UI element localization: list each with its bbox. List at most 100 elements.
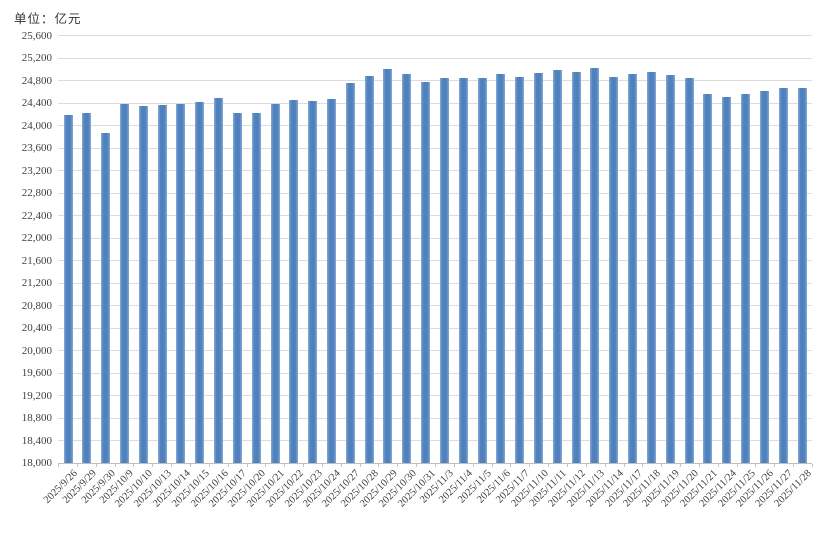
x-axis-tick [152, 464, 154, 467]
x-axis-tick [793, 464, 795, 467]
y-axis-tick-label: 23,600 [21, 142, 52, 154]
y-axis-tick-label: 22,000 [21, 232, 52, 244]
y-axis-tick-label: 18,400 [21, 434, 52, 447]
gridline [58, 395, 812, 396]
x-axis-tick [208, 464, 210, 467]
bar [590, 68, 600, 463]
gridline [58, 147, 812, 149]
bar [421, 81, 431, 463]
x-axis-tick [378, 464, 380, 467]
bar [552, 69, 562, 463]
x-axis-tick [189, 464, 191, 467]
bar [534, 73, 543, 463]
gridline [58, 327, 812, 329]
gridline [58, 35, 812, 36]
gridline [58, 350, 812, 351]
gridline [58, 372, 812, 374]
x-axis-line [58, 463, 812, 464]
bar [195, 101, 205, 463]
x-axis-tick [491, 464, 493, 467]
x-axis-tick [227, 464, 229, 467]
x-axis-tick [736, 464, 738, 467]
gridline [58, 417, 812, 419]
gridline [58, 57, 812, 59]
x-axis-tick [303, 464, 305, 467]
bar [308, 100, 318, 463]
x-axis-tick [416, 464, 418, 467]
bar [82, 113, 92, 463]
bar [477, 77, 487, 463]
bar [684, 78, 694, 463]
x-axis-tick [661, 464, 663, 467]
y-axis-tick-label: 25,600 [21, 29, 52, 42]
bar [646, 71, 656, 463]
y-axis-tick-label: 20,400 [21, 322, 52, 334]
bar [759, 90, 769, 463]
x-axis-tick [76, 464, 78, 467]
bar [609, 77, 619, 463]
y-axis-tick-label: 24,000 [21, 119, 52, 132]
x-axis-tick [58, 464, 59, 467]
gridline [58, 215, 812, 216]
bar [703, 94, 713, 463]
bar [138, 106, 148, 463]
bar [157, 105, 167, 463]
bar [251, 113, 261, 463]
x-axis-tick [604, 464, 606, 467]
bar [232, 112, 242, 463]
y-axis-tick-label: 18,000 [21, 457, 52, 469]
gridline [58, 305, 812, 306]
x-axis-tick [755, 464, 757, 467]
bar [101, 132, 111, 463]
gridline [58, 282, 812, 284]
bar [571, 71, 581, 463]
bar [270, 104, 280, 463]
x-axis-tick [529, 464, 531, 467]
y-axis-tick-label: 25,200 [21, 52, 52, 64]
gridline [58, 102, 812, 104]
gridline [58, 237, 812, 239]
y-axis-tick-label: 23,200 [21, 164, 52, 177]
y-axis-tick-label: 19,600 [21, 367, 52, 379]
y-axis-tick-label: 22,400 [21, 209, 52, 222]
y-axis-tick-label: 24,400 [21, 97, 52, 109]
x-axis-tick [397, 464, 399, 467]
x-axis-tick [698, 464, 700, 467]
bar [722, 96, 732, 463]
bar [665, 74, 675, 463]
y-axis-tick-label: 24,800 [21, 74, 52, 87]
x-axis-tick [812, 464, 813, 467]
bar [326, 98, 336, 463]
x-axis-tick [680, 464, 682, 467]
gridline [58, 125, 812, 126]
x-axis-tick [171, 464, 173, 467]
plot-area: 18,000 18,400 18,800 19,200 19,600 20,000 20,4… [21, 29, 814, 510]
x-axis-tick [359, 464, 361, 467]
bar [628, 73, 638, 463]
x-axis-tick [265, 464, 267, 467]
x-axis-tick [435, 464, 436, 467]
bar [778, 88, 788, 463]
x-axis-tick [548, 464, 550, 467]
bar [119, 104, 129, 463]
x-axis-tick [717, 464, 719, 467]
x-axis-tick [321, 464, 323, 467]
bar [63, 115, 73, 463]
x-axis-tick [453, 464, 455, 467]
bar [383, 69, 393, 463]
x-axis-tick [472, 464, 474, 467]
gridline [58, 260, 812, 261]
bar [289, 100, 299, 463]
x-axis-tick [114, 464, 116, 467]
bar [797, 87, 807, 463]
y-axis-unit-label: 单位：亿元 [14, 12, 82, 26]
x-axis-tick [95, 464, 97, 467]
gridline [58, 170, 812, 171]
x-axis-tick [133, 464, 135, 467]
bar [402, 73, 412, 463]
bar [214, 97, 224, 463]
x-axis-tick [340, 464, 342, 467]
x-axis-tick [642, 464, 644, 467]
y-axis-tick-label: 19,200 [21, 389, 52, 402]
y-axis-tick-label: 21,200 [21, 277, 52, 289]
